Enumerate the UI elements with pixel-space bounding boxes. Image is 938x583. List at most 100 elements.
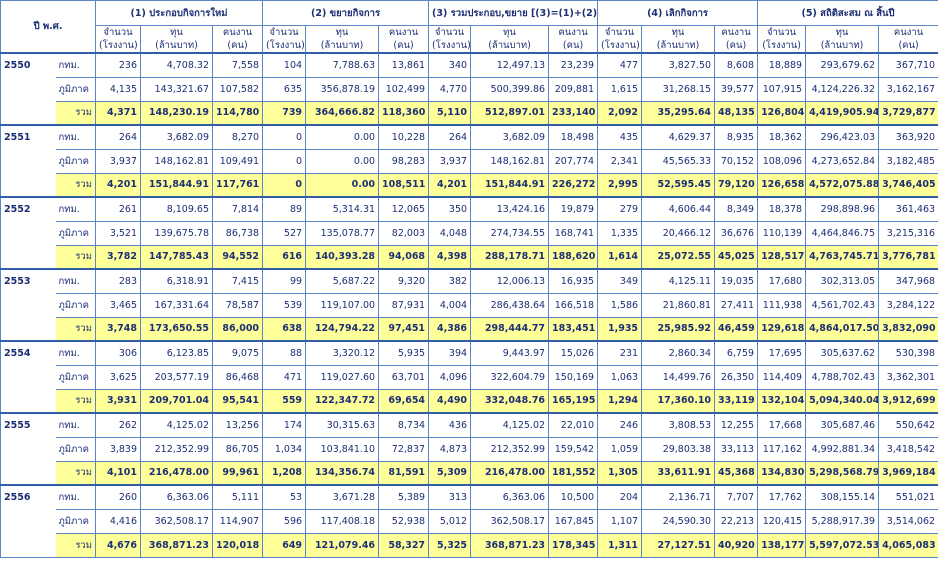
data-row: ภูมิภาค 4,135 143,321.67 107,582 635 356,878.… [1,76,938,102]
value-cell: 279 [597,196,643,222]
value-cell: 24,590.30 [641,508,716,534]
column-label: คนงาน [558,27,588,38]
value-cell: 94,552 [212,244,264,270]
value-cell: 70,152 [714,148,759,174]
column-unit: (ล้านบาท) [820,40,864,51]
value-cell: 139,675.78 [140,220,214,246]
value-cell: 114,409 [757,364,807,390]
value-cell: 4,386 [428,316,472,342]
value-cell: 4,864,017.50 [805,316,880,342]
data-row: 2551 กทม. 264 3,682.09 8,270 0 0.00 10,228 264 3,… [0,124,938,198]
value-cell: 4,125.02 [140,412,214,438]
value-cell: 435 [597,124,643,150]
value-cell: 109,491 [212,148,264,174]
value-cell: 226,272 [548,172,599,198]
value-cell: 261 [95,196,142,222]
column-unit: (โรงงาน) [432,40,471,51]
value-cell: 305,637.62 [805,340,880,366]
value-cell: 39,577 [714,76,759,102]
value-cell: 82,003 [378,220,430,246]
value-cell: 6,363.06 [470,484,550,510]
value-cell: 1,335 [597,220,643,246]
group-header: (5) สถิติสะสม ณ สิ้นปี [757,0,938,26]
value-cell: 436 [428,412,472,438]
column-label: ทุน [835,27,849,38]
value-cell: 298,898.96 [805,196,880,222]
value-cell: 3,465 [95,292,142,318]
value-cell: 134,356.74 [305,460,380,486]
column-header: คนงาน (คน) [878,25,938,54]
value-cell: 52,938 [378,508,430,534]
column-header: ทุน (ล้านบาท) [470,25,550,54]
value-cell: 45,565.33 [641,148,716,174]
value-cell: 3,729,877 [878,100,938,126]
value-cell: 148,230.19 [140,100,214,126]
column-unit: (คน) [562,40,584,51]
region-cell: รวม [55,388,97,414]
data-row: รวม 3,748 173,650.55 86,000 638 124,794.22 97,… [1,316,938,342]
column-header: คนงาน (คน) [212,25,264,54]
value-cell: 126,658 [757,172,807,198]
value-cell: 107,915 [757,76,807,102]
value-cell: 3,912,699 [878,388,938,414]
value-cell: 40,920 [714,532,759,558]
value-cell: 4,788,702.43 [805,364,880,390]
value-cell: 8,734 [378,412,430,438]
column-label: จำนวน [269,27,299,38]
value-cell: 165,195 [548,388,599,414]
region-cell: ภูมิภาค [55,148,97,174]
value-cell: 367,710 [878,52,938,78]
column-unit: (คน) [898,40,919,51]
value-cell: 4,416 [95,508,142,534]
value-cell: 362,508.17 [140,508,214,534]
value-cell: 120,018 [212,532,264,558]
value-cell: 3,776,781 [878,244,938,270]
value-cell: 286,438.64 [470,292,550,318]
value-cell: 1,294 [597,388,643,414]
value-cell: 22,213 [714,508,759,534]
value-cell: 30,315.63 [305,412,380,438]
column-header: คนงาน (คน) [548,25,599,54]
value-cell: 362,508.17 [470,508,550,534]
value-cell: 46,459 [714,316,759,342]
column-label: ทุน [671,27,685,38]
value-cell: 5,288,917.39 [805,508,880,534]
value-cell: 340 [428,52,472,78]
value-cell: 635 [262,76,307,102]
column-unit: (โรงงาน) [762,40,801,51]
value-cell: 117,408.18 [305,508,380,534]
value-cell: 86,000 [212,316,264,342]
year-cell: 2550 [0,52,56,126]
value-cell: 95,541 [212,388,264,414]
value-cell: 0 [262,172,307,198]
value-cell: 298,444.77 [470,316,550,342]
value-cell: 368,871.23 [470,532,550,558]
value-cell: 1,034 [262,436,307,462]
value-cell: 4,629.37 [641,124,716,150]
column-label: คนงาน [388,27,419,38]
statistics-table: ปี พ.ศ. (1) ประกอบกิจการใหม่ (2) ขยายกิจกา… [0,0,938,558]
column-header: ทุน (ล้านบาท) [641,25,716,54]
value-cell: 23,239 [548,52,599,78]
value-cell: 1,615 [597,76,643,102]
value-cell: 166,518 [548,292,599,318]
value-cell: 1,063 [597,364,643,390]
value-cell: 181,552 [548,460,599,486]
value-cell: 129,618 [757,316,807,342]
value-cell: 322,604.79 [470,364,550,390]
value-cell: 22,010 [548,412,599,438]
data-row: รวม 4,676 368,871.23 120,018 649 121,079.46 58… [1,532,938,558]
value-cell: 188,620 [548,244,599,270]
value-cell: 117,761 [212,172,264,198]
region-cell: ภูมิภาค [55,364,97,390]
value-cell: 209,701.04 [140,388,214,414]
subheader-row: จำนวน (โรงงาน) ทุน (ล้านบาท) คนงาน (คน) จำนวน (… [1,25,938,54]
value-cell: 7,707 [714,484,759,510]
region-cell: กทม. [55,484,97,510]
value-cell: 293,679.62 [805,52,880,78]
region-cell: ภูมิภาค [55,220,97,246]
value-cell: 5,314.31 [305,196,380,222]
value-cell: 138,177 [757,532,807,558]
value-cell: 0 [262,148,307,174]
column-unit: (ล้านบาท) [488,40,531,51]
